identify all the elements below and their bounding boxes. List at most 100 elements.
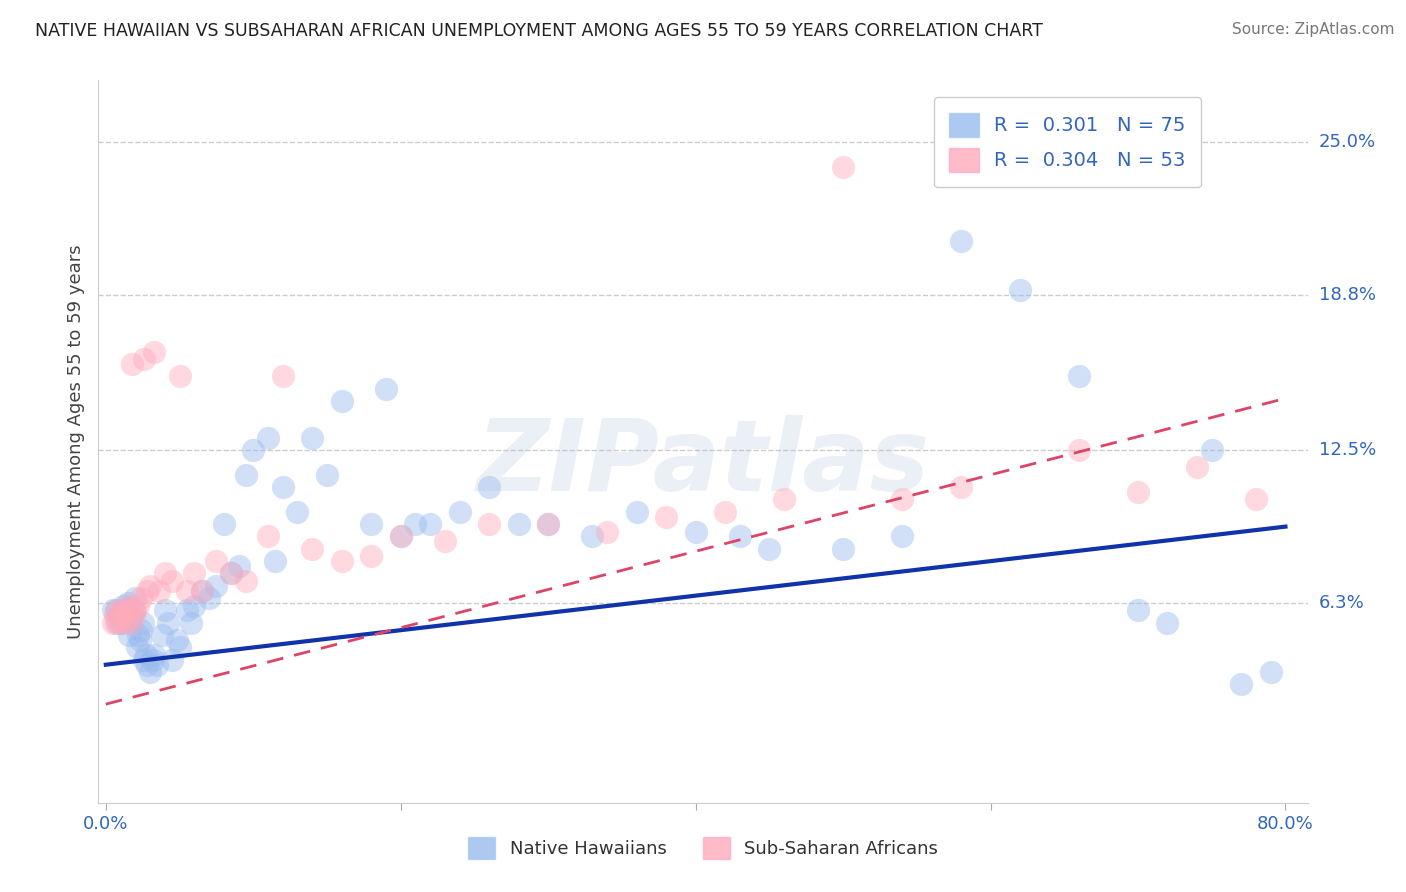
Point — [198, 591, 221, 606]
Point — [121, 608, 143, 623]
Point — [118, 628, 141, 642]
Point — [143, 648, 166, 662]
Point — [114, 608, 136, 623]
Point — [101, 603, 124, 617]
Point — [758, 541, 780, 556]
Point — [508, 517, 530, 532]
Point — [1230, 677, 1253, 691]
Point — [128, 633, 150, 648]
Point — [1008, 283, 1031, 297]
Point — [115, 608, 138, 623]
Point — [360, 517, 382, 532]
Point — [655, 509, 678, 524]
Point — [110, 615, 132, 630]
Point — [685, 524, 707, 539]
Point — [264, 554, 287, 568]
Text: ZIPatlas: ZIPatlas — [477, 415, 929, 512]
Point — [257, 529, 280, 543]
Point — [110, 608, 132, 623]
Point — [301, 431, 323, 445]
Point — [419, 517, 441, 532]
Point — [626, 505, 648, 519]
Point — [183, 566, 205, 581]
Point — [832, 160, 855, 174]
Point — [118, 599, 141, 613]
Point — [156, 615, 179, 630]
Point — [117, 603, 139, 617]
Point — [111, 611, 134, 625]
Point — [1244, 492, 1267, 507]
Point — [537, 517, 560, 532]
Point — [205, 554, 228, 568]
Text: Source: ZipAtlas.com: Source: ZipAtlas.com — [1232, 22, 1395, 37]
Point — [131, 615, 153, 630]
Point — [124, 591, 146, 606]
Legend: Native Hawaiians, Sub-Saharan Africans: Native Hawaiians, Sub-Saharan Africans — [461, 830, 945, 866]
Point — [389, 529, 412, 543]
Point — [316, 467, 339, 482]
Point — [108, 608, 131, 623]
Point — [235, 467, 257, 482]
Text: 6.3%: 6.3% — [1319, 594, 1364, 612]
Point — [125, 640, 148, 655]
Point — [129, 591, 152, 606]
Point — [950, 480, 973, 494]
Point — [153, 603, 176, 617]
Point — [111, 611, 134, 625]
Point — [950, 234, 973, 248]
Point — [112, 599, 135, 613]
Point — [169, 640, 191, 655]
Point — [433, 534, 456, 549]
Point — [122, 608, 145, 623]
Point — [120, 615, 142, 630]
Point — [235, 574, 257, 588]
Point — [404, 517, 426, 532]
Point — [136, 583, 159, 598]
Point — [166, 633, 188, 648]
Point — [219, 566, 242, 581]
Point — [114, 615, 136, 630]
Point — [117, 596, 139, 610]
Point — [190, 583, 212, 598]
Point — [129, 623, 152, 637]
Point — [1201, 443, 1223, 458]
Point — [108, 613, 131, 627]
Point — [212, 517, 235, 532]
Point — [537, 517, 560, 532]
Point — [271, 369, 294, 384]
Point — [101, 615, 124, 630]
Point — [136, 657, 159, 672]
Point — [105, 615, 128, 630]
Point — [1126, 603, 1149, 617]
Point — [1260, 665, 1282, 679]
Point — [190, 583, 212, 598]
Point — [1126, 485, 1149, 500]
Point — [891, 529, 914, 543]
Point — [104, 608, 127, 623]
Point — [160, 653, 183, 667]
Point — [1067, 443, 1090, 458]
Point — [301, 541, 323, 556]
Point — [107, 603, 129, 617]
Point — [160, 574, 183, 588]
Point — [287, 505, 309, 519]
Point — [121, 357, 143, 371]
Point — [375, 382, 398, 396]
Point — [389, 529, 412, 543]
Point — [180, 615, 202, 630]
Point — [728, 529, 751, 543]
Point — [596, 524, 619, 539]
Point — [714, 505, 737, 519]
Point — [169, 369, 191, 384]
Point — [242, 443, 264, 458]
Point — [112, 603, 135, 617]
Point — [115, 603, 138, 617]
Point — [150, 628, 173, 642]
Point — [891, 492, 914, 507]
Point — [478, 480, 501, 494]
Point — [139, 579, 162, 593]
Point — [449, 505, 471, 519]
Point — [330, 554, 353, 568]
Text: NATIVE HAWAIIAN VS SUBSAHARAN AFRICAN UNEMPLOYMENT AMONG AGES 55 TO 59 YEARS COR: NATIVE HAWAIIAN VS SUBSAHARAN AFRICAN UN… — [35, 22, 1043, 40]
Point — [139, 665, 162, 679]
